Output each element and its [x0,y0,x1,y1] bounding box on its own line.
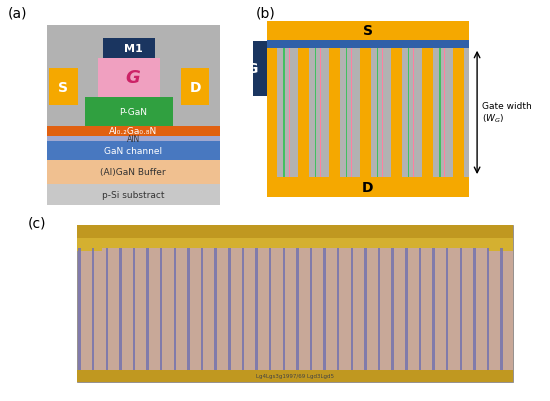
Bar [283,249,285,370]
Bar [413,49,414,178]
Bar [85,97,173,127]
Bar [453,49,464,178]
Bar [378,249,380,370]
Bar [47,26,220,127]
Bar [473,249,476,370]
Bar [432,249,434,370]
Bar [310,249,312,370]
Text: AlN: AlN [126,135,140,144]
Bar [419,249,421,370]
Bar [228,249,230,370]
Bar [392,249,394,370]
Bar [391,49,402,178]
Bar [160,249,162,370]
Bar [329,171,340,178]
Text: D: D [189,81,201,95]
Text: D: D [362,180,373,194]
Text: (Al)GaN Buffer: (Al)GaN Buffer [100,168,166,176]
Text: (c): (c) [28,216,46,230]
Bar [267,22,469,41]
Bar [92,249,95,370]
Bar [103,39,155,59]
Bar [360,171,371,178]
Bar [444,49,446,178]
Bar [315,49,316,178]
Bar [408,49,409,178]
Bar [267,171,277,178]
Bar [283,49,285,178]
Text: Gate width
$(W_G)$: Gate width $(W_G)$ [482,101,532,125]
Bar [360,49,371,178]
Text: Al₀.₂Ga₀.₈N: Al₀.₂Ga₀.₈N [109,127,157,136]
Bar [488,238,513,251]
Bar [267,49,277,178]
Bar [351,49,352,178]
Bar [298,171,309,178]
Bar [47,184,220,206]
Bar [487,249,489,370]
Bar [77,238,102,251]
Bar [77,225,513,382]
Bar [364,249,367,370]
Text: M1: M1 [124,44,142,54]
Bar [267,49,469,178]
Bar [241,249,244,370]
Text: p-Si substract: p-Si substract [102,190,164,199]
Bar [337,249,339,370]
Bar [47,160,220,184]
Bar [500,249,503,370]
Bar [296,249,299,370]
Bar [47,142,220,160]
Bar [446,249,448,370]
Bar [298,49,309,178]
Bar [289,49,290,178]
Bar [405,249,408,370]
Bar [391,171,402,178]
Bar [350,249,353,370]
Bar [453,171,464,178]
Text: GaN channel: GaN channel [104,146,162,156]
Bar [267,178,469,197]
Text: S: S [363,24,373,38]
Bar [422,49,433,178]
Bar [459,249,462,370]
Bar [329,49,340,178]
Text: S: S [58,81,68,95]
Bar [346,49,347,178]
Bar [77,370,513,382]
Bar [146,249,149,370]
Bar [47,136,220,142]
Text: (a): (a) [8,6,28,20]
Text: G: G [246,62,257,76]
Bar [255,249,258,370]
Bar [187,249,190,370]
Bar [98,59,160,97]
Bar [77,238,513,249]
Bar [237,42,267,96]
Bar [269,249,271,370]
Bar [119,249,122,370]
Bar [78,249,81,370]
Bar [320,49,321,178]
Text: Lg4Lgs3g1997/69 Lgd3Lgd5: Lg4Lgs3g1997/69 Lgd3Lgd5 [256,373,334,378]
Bar [382,49,383,178]
Bar [181,69,210,106]
Bar [106,249,108,370]
Bar [201,249,204,370]
Bar [377,49,378,178]
Bar [174,249,176,370]
Bar [439,49,441,178]
Text: P-GaN: P-GaN [119,107,147,117]
Bar [133,249,135,370]
Bar [77,225,513,238]
Bar [49,69,78,106]
Text: G: G [126,69,140,87]
Bar [47,127,220,136]
Bar [267,41,469,49]
Text: (b): (b) [256,6,276,20]
Bar [323,249,326,370]
Bar [422,171,433,178]
Bar [214,249,217,370]
